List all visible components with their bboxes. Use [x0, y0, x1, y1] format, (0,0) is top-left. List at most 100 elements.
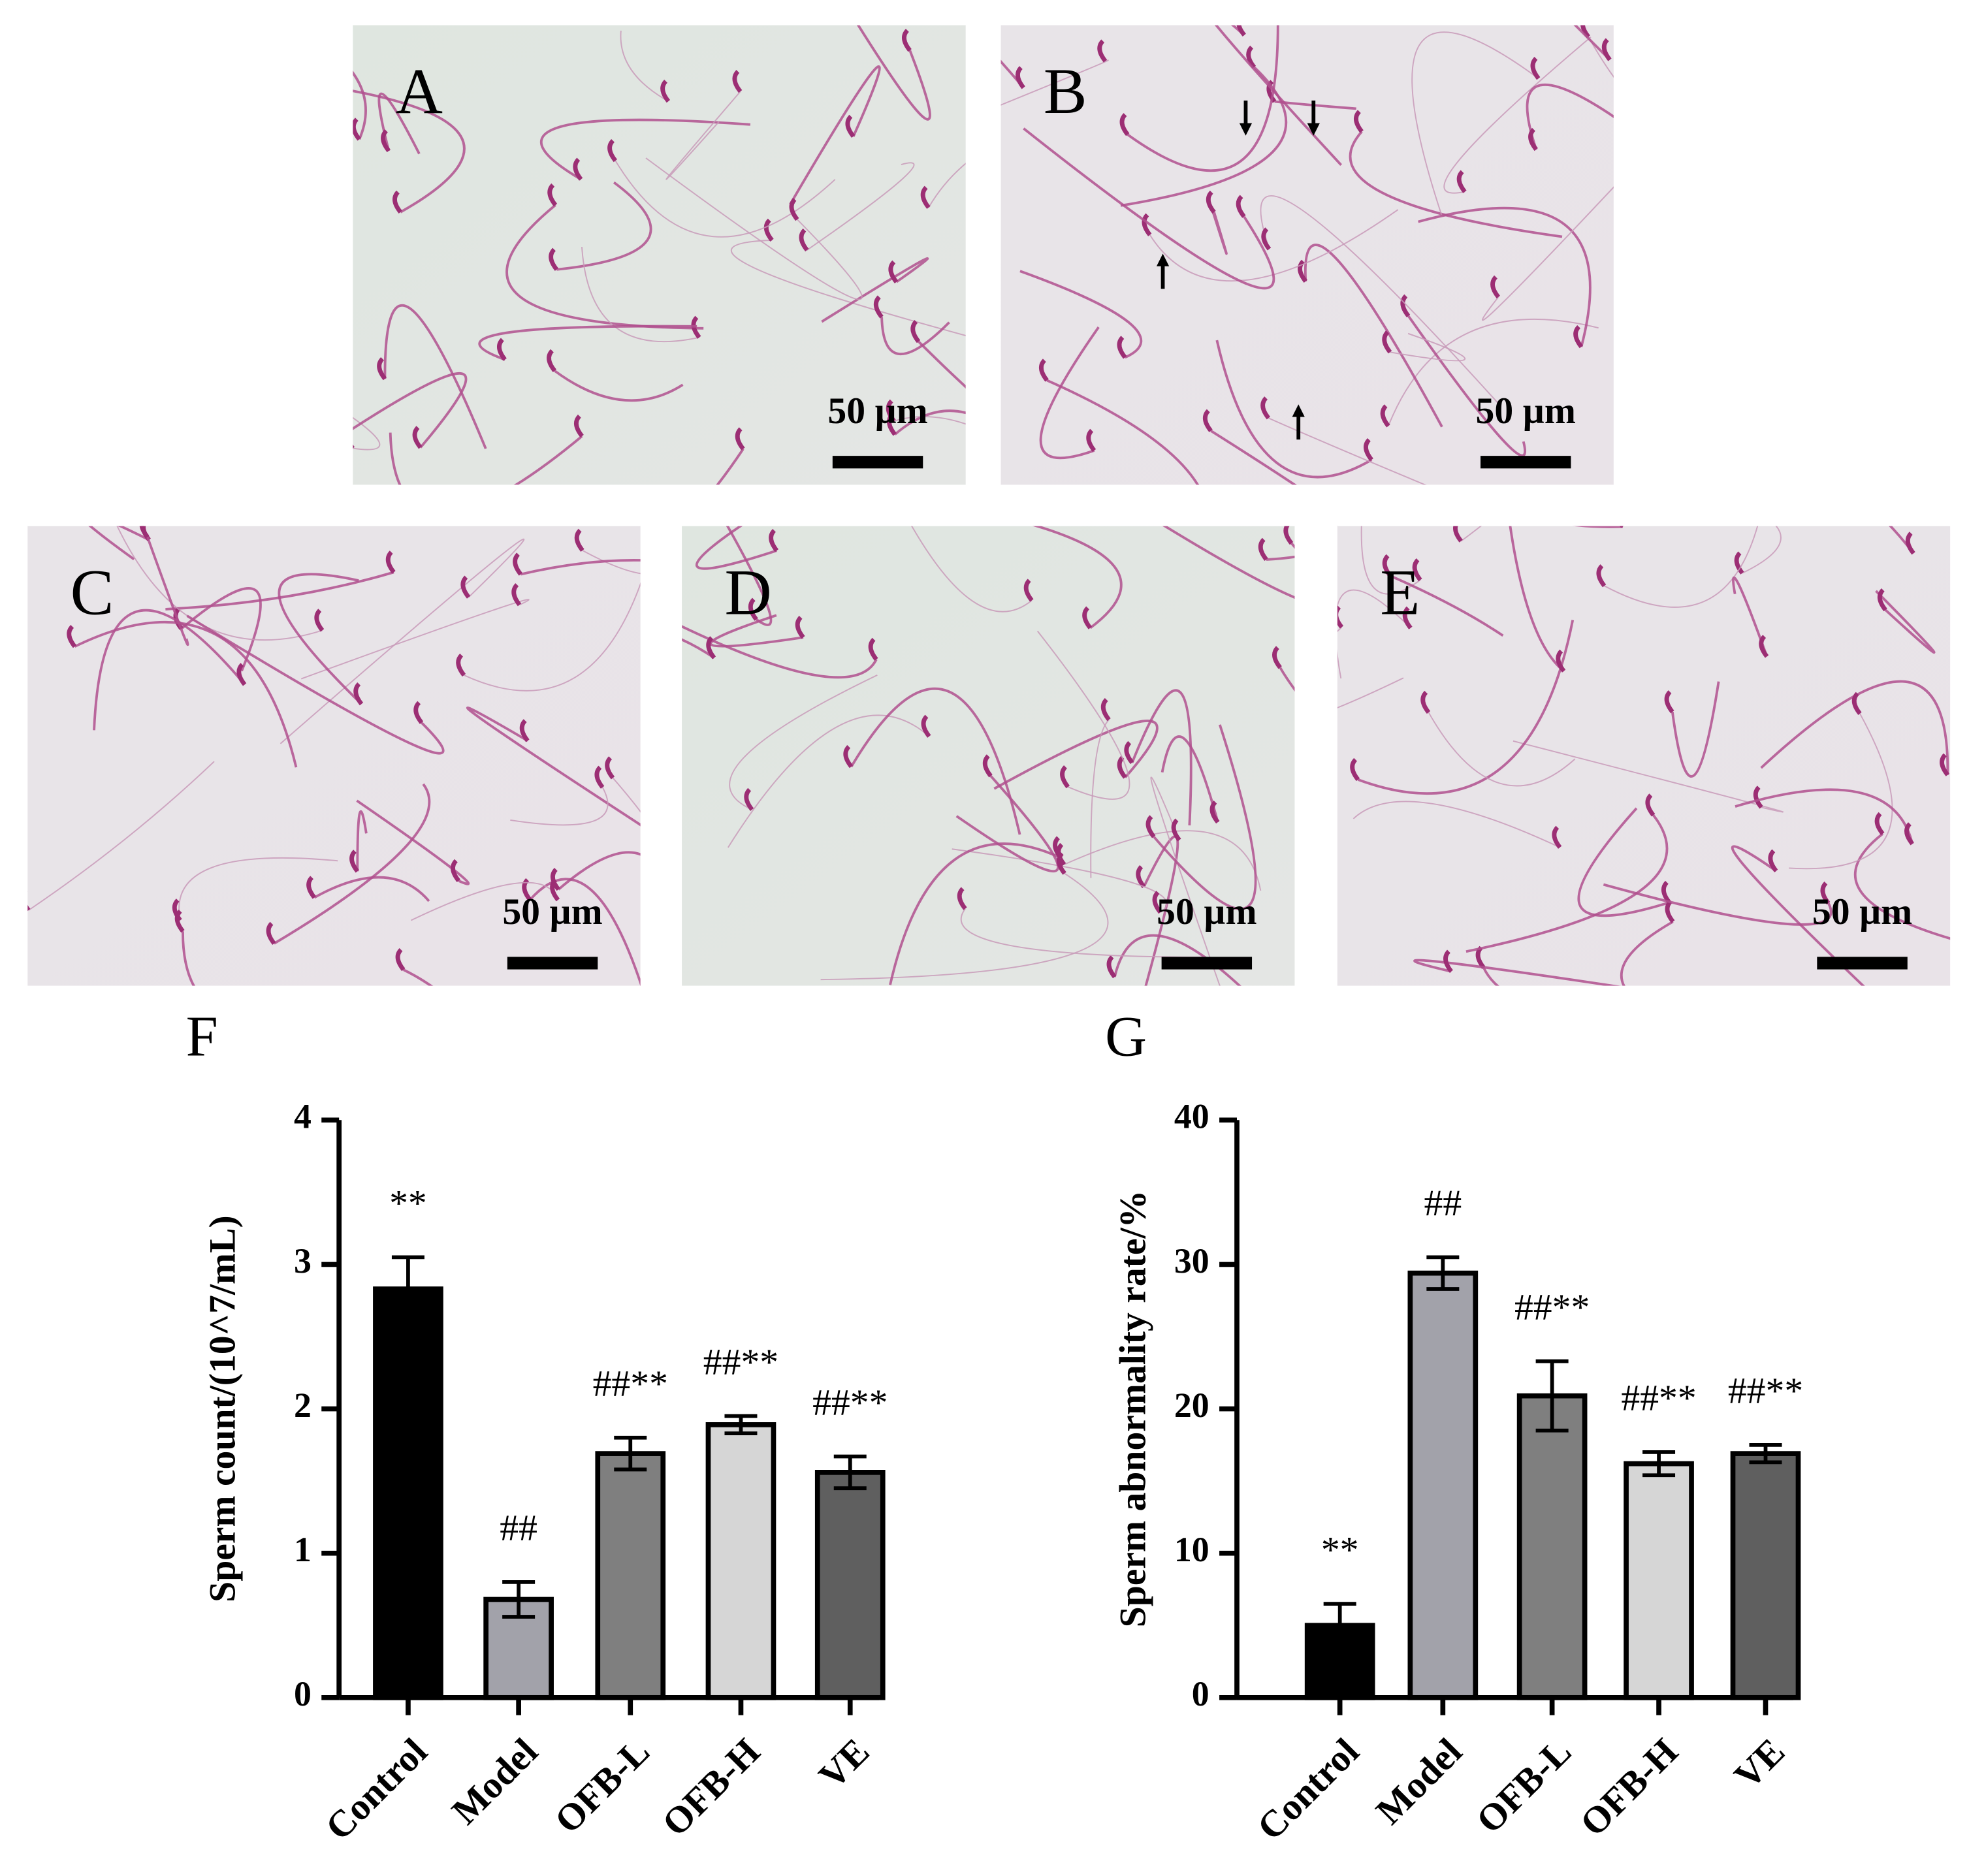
y-tick-label: 0 — [294, 1674, 312, 1713]
sperm-tail — [88, 526, 150, 561]
sperm-cells — [1337, 526, 1951, 986]
sperm-head — [550, 878, 560, 902]
sperm-head — [385, 550, 396, 574]
sperm-cells — [682, 526, 1295, 986]
sperm-tail — [1353, 801, 1561, 848]
y-tick-label: 30 — [1174, 1241, 1209, 1280]
sperm-tail — [300, 599, 530, 680]
error-bar — [833, 1454, 867, 1491]
sperm-tail — [1161, 735, 1219, 823]
micrograph: E 50 µm — [1337, 526, 1951, 986]
sperm-tail — [1603, 883, 1833, 926]
sperm-tail — [1482, 186, 1614, 321]
sperm-tail — [1760, 680, 1949, 775]
sperm-head — [574, 414, 584, 438]
sperm-tail — [389, 432, 583, 485]
sperm-head — [549, 247, 559, 271]
sperm-tail — [1279, 667, 1295, 692]
sperm-tail — [821, 257, 929, 323]
panel-label: B — [1044, 55, 1087, 127]
sperm-tail — [520, 559, 641, 576]
sperm-tail — [1889, 526, 1915, 554]
scale-bar — [1817, 957, 1908, 970]
sperm-head — [1298, 259, 1307, 283]
sperm-head — [547, 349, 557, 372]
sperm-tail — [280, 538, 525, 744]
arrow-head — [1307, 123, 1320, 136]
sperm-head — [1272, 646, 1282, 669]
sperm-tail — [1360, 526, 1421, 595]
sperm-tail — [1153, 724, 1257, 910]
sperm-head — [392, 190, 402, 214]
sperm-head — [605, 756, 615, 780]
sperm-tail — [1046, 379, 1200, 485]
error-bar — [614, 1435, 647, 1472]
sperm-head — [1261, 227, 1272, 251]
sperm-tail — [146, 536, 189, 646]
sperm-head — [353, 444, 355, 449]
arrow-head — [1239, 123, 1253, 136]
sperm-tail — [1413, 959, 1621, 986]
sperm-tail — [1130, 689, 1193, 826]
sperm-head — [735, 427, 745, 451]
sperm-tail — [356, 810, 368, 872]
sperm-head — [594, 765, 605, 789]
sperm-head — [921, 714, 931, 738]
sperm-tail — [273, 783, 431, 945]
sperm-tail — [620, 30, 669, 102]
sperm-head — [1580, 25, 1590, 39]
sperm-tail — [955, 775, 1059, 873]
sperm-head — [314, 609, 325, 632]
sperm-tail — [478, 325, 697, 361]
sperm-tail — [1064, 830, 1262, 891]
sperm-head — [1620, 526, 1624, 528]
sperm-head — [874, 295, 884, 319]
sperm-tail — [278, 573, 362, 705]
sperm-head — [1753, 786, 1763, 809]
sperm-head — [67, 625, 77, 648]
y-tick-label: 3 — [294, 1241, 312, 1280]
sperm-head — [799, 228, 809, 252]
sperm-tail — [554, 370, 684, 402]
sperm-tail — [403, 968, 433, 986]
sperm-head — [1759, 635, 1769, 658]
sperm-head — [574, 528, 584, 552]
sperm-head — [1136, 865, 1146, 889]
sperm-head — [763, 218, 774, 242]
scale-bar — [832, 456, 923, 469]
error-bar — [1323, 1602, 1356, 1649]
significance-label: ## — [1424, 1183, 1462, 1224]
sperm-head — [266, 921, 276, 946]
sperm-head — [1420, 690, 1431, 714]
sperm-head — [1171, 818, 1181, 842]
sperm-head — [1117, 755, 1127, 779]
sperm-tail — [93, 609, 246, 731]
sperm-head — [748, 597, 758, 621]
sperm-tail — [178, 857, 338, 921]
sperm-tail — [353, 417, 381, 451]
sperm-tail — [1304, 244, 1443, 428]
sperm-tail — [709, 614, 804, 648]
sperm-tail — [1526, 84, 1614, 150]
sperm-head — [497, 338, 507, 361]
sperm-head — [1645, 793, 1656, 817]
sperm-head — [456, 653, 466, 677]
sperm-tail — [1349, 131, 1563, 238]
sperm-tail — [850, 687, 1021, 835]
sperm-tail — [1214, 25, 1343, 166]
sperm-head — [1906, 532, 1915, 555]
chart-title: G — [1105, 1004, 1147, 1068]
sperm-head — [1528, 127, 1539, 151]
sperm-head — [1530, 57, 1541, 80]
sperm-head — [551, 868, 560, 891]
sperm-head — [1145, 815, 1156, 838]
sperm-head — [706, 636, 716, 660]
sperm-head — [1364, 438, 1373, 462]
sperm-head — [1556, 649, 1566, 673]
sperm-head — [957, 887, 967, 910]
scale-bar-label: 50 µm — [1812, 891, 1912, 932]
sperm-tail — [789, 65, 881, 205]
sperm-head — [1203, 409, 1213, 432]
significance-label: ** — [389, 1183, 427, 1224]
micrograph: A 50 µm — [353, 25, 966, 485]
